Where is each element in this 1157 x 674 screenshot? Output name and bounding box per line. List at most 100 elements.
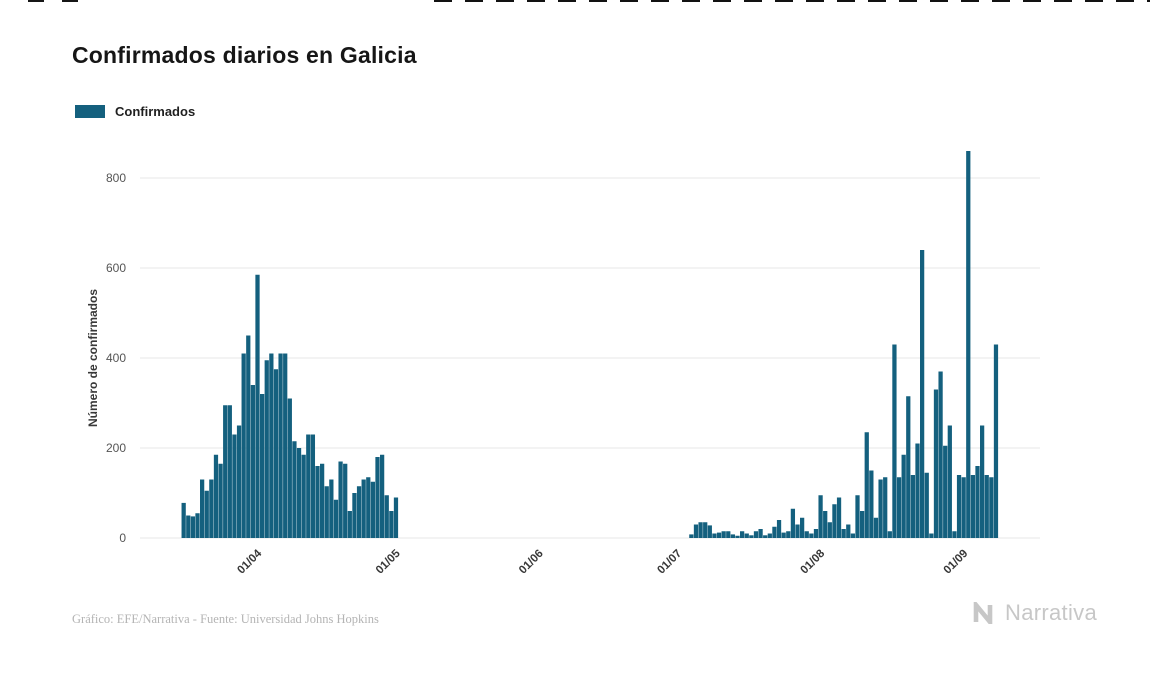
bar: [855, 495, 860, 538]
bar: [693, 524, 699, 538]
bar: [255, 274, 260, 538]
y-tick-label: 600: [106, 261, 126, 275]
bar: [707, 525, 712, 538]
bar: [961, 477, 966, 538]
x-tick-label: 01/07: [655, 548, 684, 577]
bar: [287, 398, 292, 538]
y-tick-label: 800: [106, 171, 126, 185]
bar: [763, 535, 768, 538]
narrativa-logo-text: Narrativa: [1005, 600, 1097, 625]
bar: [324, 486, 329, 538]
bar: [915, 443, 920, 538]
bar: [804, 531, 809, 538]
bar: [947, 425, 952, 538]
bar: [841, 529, 846, 538]
narrativa-logo: Narrativa: [972, 600, 1097, 626]
bar: [823, 511, 828, 538]
bar: [989, 477, 994, 538]
bar: [204, 490, 209, 538]
bar: [292, 441, 297, 538]
bar: [283, 353, 288, 538]
bar: [860, 511, 865, 538]
bar: [800, 517, 805, 538]
bar: [356, 486, 362, 538]
footer-credit: Gráfico: EFE/Narrativa - Fuente: Univers…: [72, 612, 379, 626]
bar: [264, 360, 269, 538]
bar: [209, 479, 214, 538]
bar: [726, 531, 731, 538]
bar: [716, 532, 722, 538]
bar: [315, 466, 320, 538]
x-tick-label: 01/06: [517, 548, 546, 577]
bar: [301, 454, 306, 538]
bar: [380, 454, 385, 538]
bar: [864, 432, 869, 538]
bar: [901, 454, 906, 538]
bar: [333, 499, 339, 538]
bar-chart-svg: 0 200 400 600 800 01/04 01/05 01/06 01/07 01/08 01…: [86, 151, 1040, 577]
bar: [966, 151, 971, 538]
bar: [832, 504, 837, 538]
bar: [246, 335, 251, 538]
bar: [883, 477, 888, 538]
bar: [389, 511, 394, 538]
bar: [984, 475, 989, 538]
bar: [975, 466, 980, 538]
bar: [347, 511, 352, 538]
bar: [929, 533, 934, 538]
bar: [278, 353, 283, 538]
bar: [232, 434, 237, 538]
bar: [933, 389, 939, 538]
top-crop-artifact: [28, 0, 92, 2]
bar: [370, 481, 376, 538]
bar: [703, 522, 708, 538]
bar: [320, 463, 325, 538]
bar: [310, 434, 316, 538]
bar: [227, 405, 232, 538]
narrativa-logo-icon: [973, 602, 993, 624]
bar: [338, 461, 343, 538]
bar: [375, 457, 380, 538]
bar: [352, 493, 357, 538]
bar: [735, 535, 740, 538]
bar: [956, 475, 962, 538]
bar: [910, 475, 916, 538]
bar: [306, 434, 311, 538]
bar: [213, 454, 219, 538]
top-crop-artifact: [434, 0, 1150, 2]
bar: [943, 445, 948, 538]
bar: [749, 535, 754, 538]
bar: [190, 516, 196, 538]
y-tick-label: 400: [106, 351, 126, 365]
bar: [223, 405, 228, 538]
bar: [236, 425, 242, 538]
bar: [698, 522, 703, 538]
bar: [887, 531, 892, 538]
bar: [181, 502, 186, 538]
bar: [250, 385, 256, 538]
chart-title: Confirmados diarios en Galicia: [72, 42, 417, 68]
legend-item-confirmados[interactable]: Confirmados: [75, 104, 195, 119]
bar: [260, 394, 265, 538]
bar: [795, 524, 800, 538]
bar: [952, 531, 957, 538]
bar: [753, 531, 759, 538]
bar: [393, 497, 399, 538]
bar: [896, 477, 902, 538]
legend-swatch: [75, 105, 105, 118]
x-tick-label: 01/04: [235, 547, 264, 576]
bar: [744, 533, 749, 538]
bar: [873, 517, 879, 538]
bar: [218, 463, 223, 538]
bar: [273, 369, 279, 538]
bar: [776, 520, 782, 538]
bar: [924, 472, 929, 538]
bar: [195, 513, 200, 538]
bar: [938, 371, 943, 538]
bar: [772, 526, 777, 538]
bar: [241, 353, 246, 538]
bar: [740, 531, 745, 538]
bar: [827, 522, 832, 538]
bar: [818, 495, 823, 538]
bar: [343, 463, 348, 538]
